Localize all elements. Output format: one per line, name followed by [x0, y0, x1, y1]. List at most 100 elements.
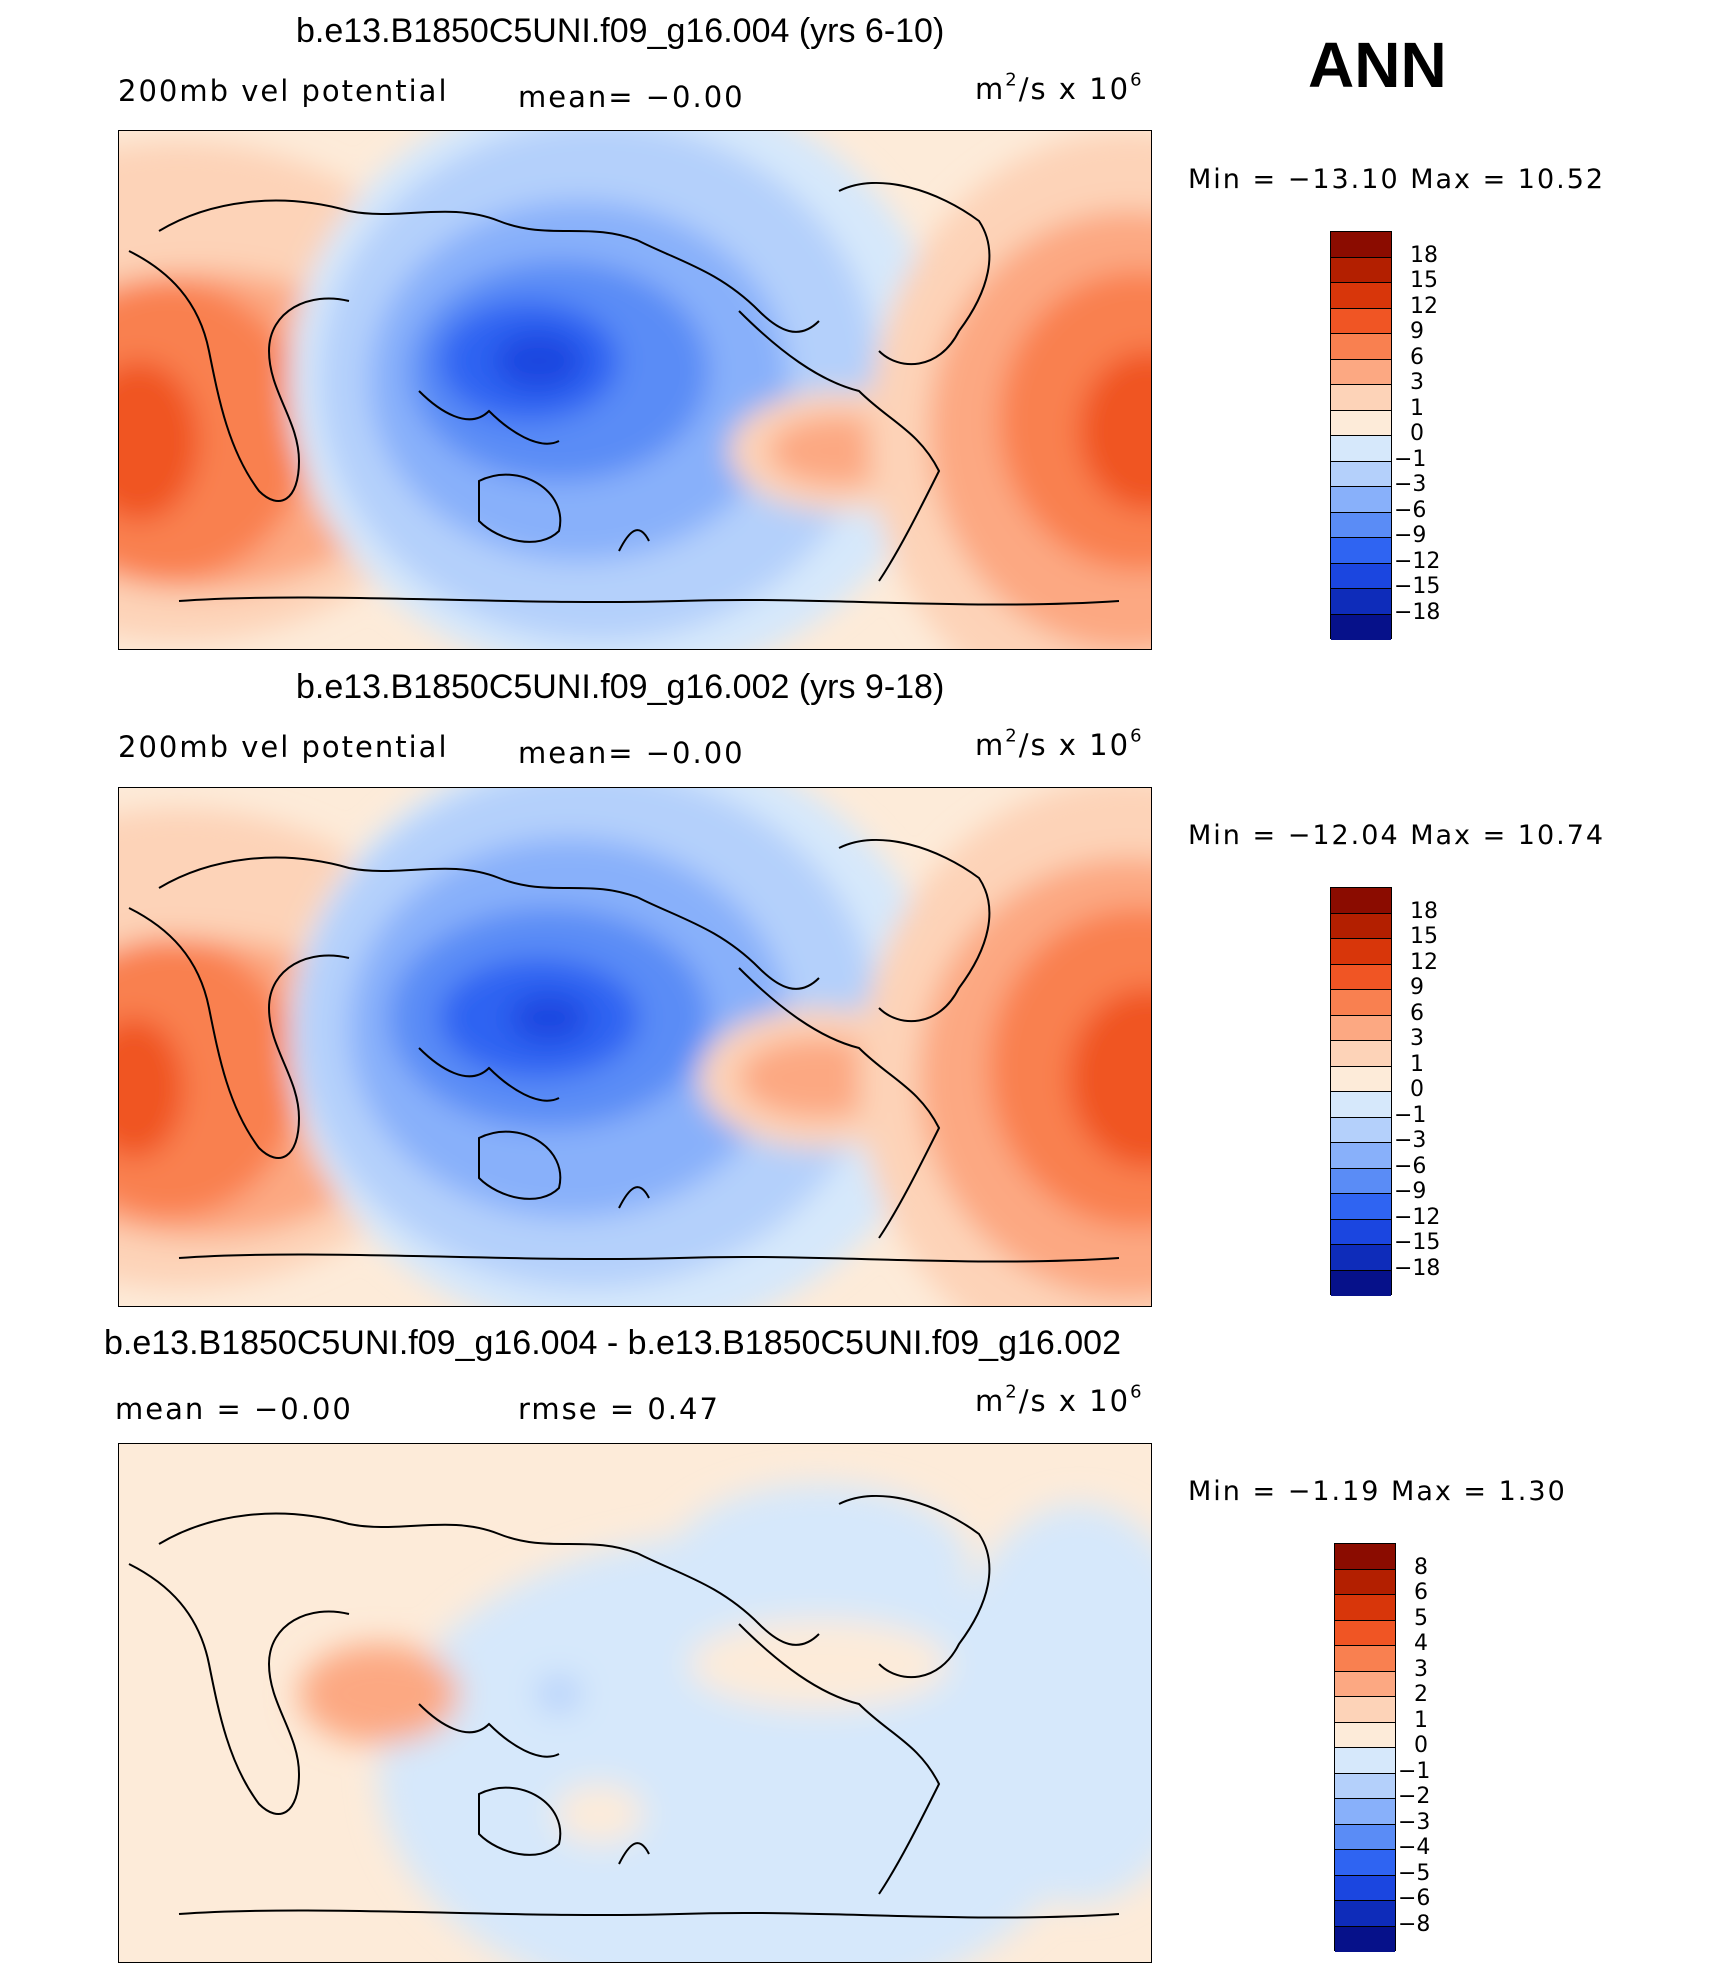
colorbar-tick-label: 5	[1414, 1605, 1428, 1631]
colorbar-swatch	[1331, 512, 1391, 538]
colorbar-swatch	[1331, 888, 1391, 914]
colorbar-swatch	[1331, 334, 1391, 360]
colorbar-tick-label: −8	[1398, 1911, 1431, 1937]
colorbar-tick-label: −1	[1394, 1102, 1427, 1128]
colorbar-swatch	[1331, 1092, 1391, 1118]
colorbar-tick-label: 8	[1414, 1554, 1428, 1580]
colorbar-tick-label: −12	[1394, 1204, 1441, 1230]
panel-3-mean-label: mean = −0.00	[115, 1392, 353, 1426]
colorbar-tick-label: −15	[1394, 1230, 1441, 1255]
panel-3-coastlines	[128, 1495, 1120, 1919]
colorbar-swatch	[1331, 990, 1391, 1016]
colorbar-tick-label: −1	[1398, 1758, 1431, 1784]
panel-2-coastlines	[128, 839, 1120, 1263]
colorbar-tick-label: −4	[1398, 1835, 1431, 1860]
colorbar-swatch	[1335, 1646, 1395, 1672]
panel-1-map	[118, 130, 1152, 650]
colorbar-tick-label: −6	[1394, 1153, 1427, 1179]
colorbar-swatch	[1335, 1748, 1395, 1774]
panel-3-minmax: Min = −1.19 Max = 1.30	[1188, 1476, 1567, 1507]
colorbar-tick-label: −6	[1394, 497, 1427, 523]
panel-2-mean-label: mean= −0.00	[518, 736, 745, 770]
colorbar-swatch	[1331, 563, 1391, 589]
colorbar-swatch	[1335, 1722, 1395, 1748]
panel-2-colorbar	[1330, 887, 1392, 1296]
colorbar-tick-label: −18	[1394, 1255, 1441, 1281]
colorbar-tick-label: −3	[1398, 1809, 1431, 1835]
panel-3-units: m2/s x 106	[975, 1381, 1144, 1418]
colorbar-swatch	[1335, 1671, 1395, 1697]
colorbar-swatch	[1331, 1245, 1391, 1271]
colorbar-swatch	[1331, 939, 1391, 965]
colorbar-swatch	[1331, 1143, 1391, 1169]
colorbar-swatch	[1335, 1595, 1395, 1621]
colorbar-tick-label: −18	[1394, 599, 1441, 625]
colorbar-tick-label: 9	[1410, 975, 1424, 1000]
colorbar-swatch	[1331, 385, 1391, 411]
colorbar-swatch	[1331, 257, 1391, 283]
colorbar-tick-label: 4	[1414, 1631, 1428, 1656]
panel-1-title: b.e13.B1850C5UNI.f09_g16.004 (yrs 6-10)	[296, 12, 945, 50]
colorbar-tick-label: −5	[1398, 1860, 1431, 1886]
colorbar-tick-label: −2	[1398, 1784, 1431, 1809]
colorbar-tick-label: 15	[1410, 924, 1438, 949]
panel-3-contour-field	[119, 1444, 1151, 1962]
colorbar-swatch	[1331, 359, 1391, 385]
colorbar-tick-label: 0	[1410, 421, 1424, 446]
colorbar-tick-label: −3	[1394, 1128, 1427, 1153]
panel-1-units: m2/s x 106	[975, 69, 1144, 106]
colorbar-tick-label: −15	[1394, 574, 1441, 599]
colorbar-swatch	[1331, 1270, 1391, 1296]
colorbar-swatch	[1331, 1066, 1391, 1092]
colorbar-swatch	[1331, 1194, 1391, 1220]
colorbar-swatch	[1331, 538, 1391, 564]
colorbar-swatch	[1331, 283, 1391, 309]
colorbar-swatch	[1331, 436, 1391, 462]
colorbar-tick-label: 2	[1414, 1682, 1428, 1707]
colorbar-tick-label: −12	[1394, 548, 1441, 574]
panel-2-title: b.e13.B1850C5UNI.f09_g16.002 (yrs 9-18)	[296, 668, 945, 706]
colorbar-tick-label: 1	[1410, 1051, 1424, 1077]
colorbar-tick-label: 6	[1410, 1000, 1424, 1026]
colorbar-swatch	[1331, 1168, 1391, 1194]
panel-2-map	[118, 787, 1152, 1307]
colorbar-tick-label: 1	[1414, 1707, 1428, 1733]
colorbar-tick-label: −9	[1394, 1179, 1427, 1204]
colorbar-swatch	[1335, 1875, 1395, 1901]
colorbar-tick-label: 3	[1410, 370, 1424, 395]
colorbar-tick-label: 3	[1410, 1026, 1424, 1051]
colorbar-swatch	[1331, 232, 1391, 258]
panel-2-units: m2/s x 106	[975, 725, 1144, 762]
panel-1-contour-field	[119, 131, 1151, 649]
panel-1-mean-label: mean= −0.00	[518, 80, 745, 114]
panel-2-minmax: Min = −12.04 Max = 10.74	[1188, 820, 1606, 851]
colorbar-tick-label: 12	[1410, 293, 1438, 319]
panel-3-colorbar	[1334, 1543, 1396, 1952]
panel-3-rmse-label: rmse = 0.47	[518, 1392, 720, 1426]
colorbar-swatch	[1335, 1569, 1395, 1595]
colorbar-tick-label: 12	[1410, 949, 1438, 975]
colorbar-swatch	[1335, 1544, 1395, 1570]
colorbar-swatch	[1335, 1773, 1395, 1799]
colorbar-swatch	[1331, 1041, 1391, 1067]
colorbar-tick-label: 18	[1410, 242, 1438, 268]
colorbar-tick-label: 0	[1414, 1733, 1428, 1758]
colorbar-swatch	[1331, 308, 1391, 334]
colorbar-tick-label: 6	[1410, 344, 1424, 370]
colorbar-tick-label: 18	[1410, 898, 1438, 924]
colorbar-tick-label: 9	[1410, 319, 1424, 344]
colorbar-swatch	[1331, 913, 1391, 939]
colorbar-tick-label: 1	[1410, 395, 1424, 421]
colorbar-swatch	[1335, 1697, 1395, 1723]
colorbar-swatch	[1331, 964, 1391, 990]
panel-2-variable-label: 200mb vel potential	[118, 730, 449, 764]
colorbar-swatch	[1331, 410, 1391, 436]
colorbar-tick-label: −9	[1394, 523, 1427, 548]
colorbar-tick-label: 3	[1414, 1656, 1428, 1682]
panel-1-minmax: Min = −13.10 Max = 10.52	[1188, 164, 1606, 195]
colorbar-tick-label: 15	[1410, 268, 1438, 293]
colorbar-tick-label: 6	[1414, 1580, 1428, 1605]
colorbar-swatch	[1335, 1799, 1395, 1825]
colorbar-tick-label: −1	[1394, 446, 1427, 472]
season-label: ANN	[1308, 29, 1447, 101]
